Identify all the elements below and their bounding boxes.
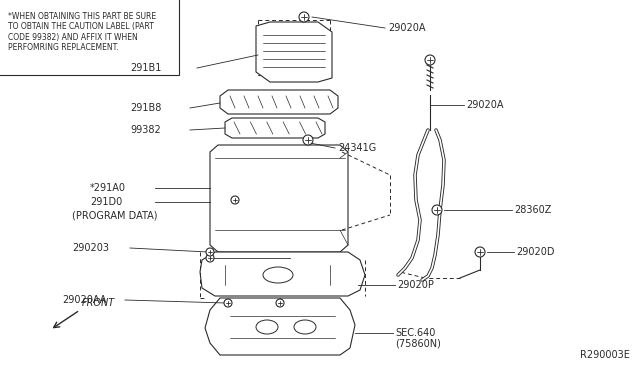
Text: (75860N): (75860N) [395, 339, 441, 349]
Polygon shape [256, 22, 332, 82]
Text: *WHEN OBTAINING THIS PART BE SURE
TO OBTAIN THE CAUTION LABEL (PART
CODE 99382) : *WHEN OBTAINING THIS PART BE SURE TO OBT… [8, 12, 156, 52]
Text: 29020P: 29020P [397, 280, 434, 290]
Polygon shape [200, 252, 365, 296]
Circle shape [299, 12, 309, 22]
Polygon shape [220, 90, 338, 114]
Ellipse shape [256, 320, 278, 334]
Text: 291D0: 291D0 [90, 197, 122, 207]
Circle shape [224, 299, 232, 307]
Circle shape [425, 55, 435, 65]
Text: 29020AA: 29020AA [62, 295, 106, 305]
Polygon shape [225, 118, 325, 138]
Polygon shape [210, 145, 348, 252]
Text: 29020A: 29020A [388, 23, 426, 33]
Text: *291A0: *291A0 [90, 183, 126, 193]
Text: 99382: 99382 [130, 125, 161, 135]
Text: R290003E: R290003E [580, 350, 630, 360]
Circle shape [206, 254, 214, 262]
Text: 28360Z: 28360Z [514, 205, 552, 215]
Circle shape [475, 247, 485, 257]
Text: 24341G: 24341G [338, 143, 376, 153]
Text: 290203: 290203 [72, 243, 109, 253]
Text: FRONT: FRONT [82, 298, 115, 308]
Ellipse shape [294, 320, 316, 334]
Text: 291B1: 291B1 [130, 63, 161, 73]
Text: (PROGRAM DATA): (PROGRAM DATA) [72, 211, 157, 221]
Circle shape [303, 135, 313, 145]
Circle shape [206, 248, 214, 256]
Circle shape [231, 196, 239, 204]
Circle shape [276, 299, 284, 307]
Circle shape [432, 205, 442, 215]
Text: 291B8: 291B8 [130, 103, 161, 113]
Polygon shape [205, 298, 355, 355]
Text: SEC.640: SEC.640 [395, 328, 435, 338]
Ellipse shape [263, 267, 293, 283]
Text: 29020A: 29020A [466, 100, 504, 110]
Text: 29020D: 29020D [516, 247, 554, 257]
